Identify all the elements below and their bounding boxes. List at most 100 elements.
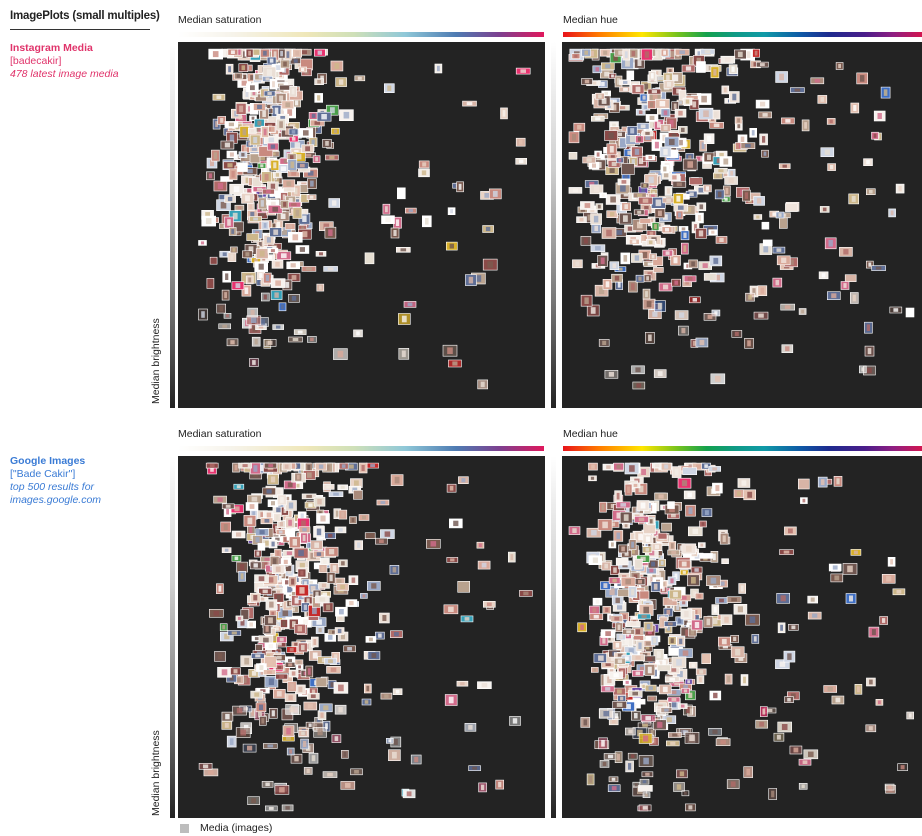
image-thumbnail bbox=[610, 565, 620, 575]
image-thumbnail bbox=[571, 53, 581, 59]
image-thumbnail bbox=[216, 303, 227, 314]
image-thumbnail bbox=[709, 255, 723, 267]
image-thumbnail bbox=[632, 670, 644, 677]
image-thumbnail bbox=[660, 164, 670, 174]
image-thumbnail bbox=[239, 126, 250, 138]
image-thumbnail bbox=[684, 731, 700, 744]
image-thumbnail bbox=[211, 149, 220, 162]
image-thumbnail bbox=[674, 108, 687, 118]
image-thumbnail bbox=[688, 259, 698, 269]
image-thumbnail bbox=[606, 143, 618, 156]
image-thumbnail bbox=[288, 336, 303, 343]
image-thumbnail bbox=[681, 64, 696, 73]
image-thumbnail bbox=[330, 60, 344, 72]
image-thumbnail bbox=[661, 226, 673, 233]
image-thumbnail bbox=[681, 688, 690, 694]
image-thumbnail bbox=[262, 487, 276, 496]
image-thumbnail bbox=[275, 529, 286, 535]
image-thumbnail bbox=[612, 640, 623, 650]
image-thumbnail bbox=[375, 537, 388, 545]
image-thumbnail bbox=[681, 242, 689, 255]
image-thumbnail bbox=[265, 599, 278, 610]
dataset-query: ["Bade Cakir"] bbox=[10, 468, 76, 480]
image-thumbnail bbox=[228, 227, 237, 236]
image-thumbnail bbox=[784, 696, 794, 703]
image-thumbnail bbox=[635, 108, 646, 116]
image-thumbnail bbox=[858, 365, 867, 374]
image-thumbnail bbox=[817, 476, 828, 488]
image-thumbnail bbox=[248, 128, 257, 134]
image-thumbnail bbox=[619, 511, 633, 524]
image-thumbnail bbox=[444, 694, 458, 706]
image-thumbnail bbox=[645, 114, 659, 122]
image-thumbnail bbox=[666, 740, 680, 747]
image-thumbnail bbox=[626, 126, 638, 136]
image-thumbnail bbox=[367, 581, 381, 591]
image-thumbnail bbox=[645, 154, 656, 161]
image-thumbnail bbox=[602, 463, 615, 471]
image-thumbnail bbox=[744, 337, 754, 349]
image-thumbnail bbox=[269, 227, 282, 237]
image-thumbnail bbox=[310, 540, 323, 550]
image-thumbnail bbox=[677, 477, 692, 489]
image-thumbnail bbox=[605, 194, 621, 205]
image-thumbnail bbox=[288, 576, 297, 587]
image-thumbnail bbox=[698, 542, 706, 548]
image-thumbnail bbox=[269, 708, 278, 719]
image-thumbnail bbox=[762, 239, 773, 247]
image-thumbnail bbox=[600, 62, 615, 71]
image-thumbnail bbox=[235, 615, 244, 622]
image-thumbnail bbox=[688, 526, 703, 537]
image-thumbnail bbox=[375, 631, 385, 640]
image-thumbnail bbox=[203, 768, 219, 777]
image-thumbnail bbox=[657, 532, 668, 540]
image-thumbnail bbox=[281, 804, 294, 812]
image-thumbnail bbox=[664, 676, 680, 682]
image-thumbnail bbox=[634, 558, 643, 570]
image-thumbnail bbox=[241, 284, 252, 297]
image-thumbnail bbox=[611, 595, 624, 606]
image-thumbnail bbox=[240, 609, 250, 620]
image-thumbnail bbox=[875, 699, 884, 706]
image-thumbnail bbox=[228, 168, 238, 181]
image-thumbnail bbox=[781, 117, 795, 125]
image-thumbnail bbox=[703, 312, 717, 321]
image-thumbnail bbox=[624, 483, 633, 496]
image-thumbnail bbox=[865, 260, 874, 269]
image-thumbnail bbox=[293, 547, 309, 559]
image-thumbnail bbox=[314, 78, 324, 86]
image-thumbnail bbox=[905, 307, 915, 318]
image-thumbnail bbox=[233, 72, 243, 80]
image-thumbnail bbox=[241, 193, 254, 204]
image-thumbnail bbox=[263, 338, 277, 347]
image-thumbnail bbox=[718, 636, 731, 647]
image-thumbnail bbox=[642, 298, 656, 310]
image-thumbnail bbox=[300, 738, 309, 750]
image-thumbnail bbox=[602, 279, 613, 290]
image-thumbnail bbox=[292, 48, 302, 58]
image-thumbnail bbox=[443, 604, 459, 615]
image-thumbnail bbox=[254, 261, 268, 272]
image-thumbnail bbox=[308, 752, 319, 764]
image-thumbnail bbox=[287, 159, 298, 171]
brightness-gradient-bar bbox=[551, 42, 556, 408]
image-thumbnail bbox=[595, 92, 605, 100]
image-thumbnail bbox=[250, 462, 261, 475]
image-thumbnail bbox=[218, 323, 232, 330]
saturation-gradient-bar bbox=[178, 32, 544, 37]
image-thumbnail bbox=[261, 171, 272, 183]
image-thumbnail bbox=[658, 559, 666, 567]
image-thumbnail bbox=[613, 462, 624, 471]
image-thumbnail bbox=[788, 624, 799, 631]
image-thumbnail bbox=[701, 653, 711, 664]
image-thumbnail bbox=[294, 624, 306, 634]
image-thumbnail bbox=[582, 156, 596, 164]
image-thumbnail bbox=[745, 292, 755, 302]
image-thumbnail bbox=[690, 566, 703, 574]
image-thumbnail bbox=[238, 63, 249, 73]
image-thumbnail bbox=[335, 77, 347, 87]
image-thumbnail bbox=[643, 274, 652, 283]
image-thumbnail bbox=[647, 100, 656, 110]
image-thumbnail bbox=[863, 158, 873, 166]
image-thumbnail bbox=[251, 653, 265, 659]
